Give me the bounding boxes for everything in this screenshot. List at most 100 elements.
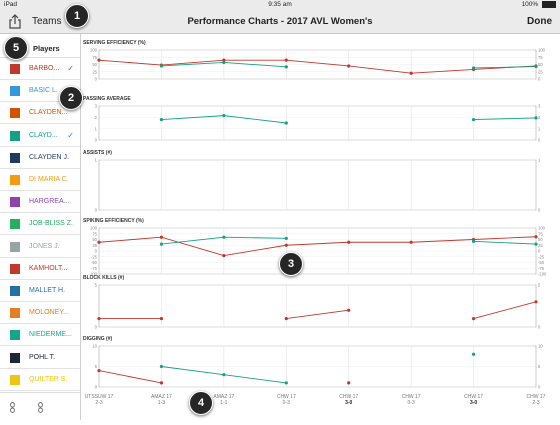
status-bar: iPad 9:35 am 100% <box>0 0 560 10</box>
y-tick-label: 5 <box>538 364 541 369</box>
callout-1: 1 <box>65 4 89 28</box>
callout-5: 5 <box>4 36 28 60</box>
series-line <box>98 236 537 257</box>
series-line <box>473 240 537 245</box>
y-tick-label: 25 <box>538 243 543 248</box>
player-row[interactable]: BARBO... ✓ <box>0 58 80 80</box>
y-tick-label: 0 <box>538 385 541 390</box>
y-tick-label: 100 <box>538 226 546 231</box>
x-axis-score: 3-0 <box>469 400 478 406</box>
x-axis-label: CHW 17 0-3 <box>394 394 428 406</box>
player-row[interactable]: NIEDERME... <box>0 324 80 347</box>
data-point <box>409 240 413 244</box>
player-color-swatch <box>10 86 20 97</box>
player-row[interactable]: CLAYDEN J. <box>0 147 80 169</box>
data-point <box>222 373 226 377</box>
y-tick-label: 25 <box>92 243 97 248</box>
data-point <box>284 58 288 62</box>
x-axis-team: CHW 17 <box>401 394 421 400</box>
y-tick-label: 75 <box>538 55 543 60</box>
player-row[interactable]: MALLET H. <box>0 280 80 302</box>
status-time: 9:35 am <box>268 1 292 8</box>
player-name: JONES J. <box>29 242 60 250</box>
player-name: QUILTER S. <box>29 375 68 383</box>
y-tick-label: 0 <box>538 208 541 213</box>
callout-2: 2 <box>59 86 83 110</box>
x-axis-label: CHW 17 3-0 <box>457 394 491 406</box>
share-icon[interactable] <box>8 14 22 29</box>
data-point <box>284 381 288 385</box>
page-title: Performance Charts - 2017 AVL Women's <box>187 16 373 27</box>
y-tick-label: -50 <box>91 260 98 265</box>
y-tick-label: 3 <box>95 104 98 109</box>
player-color-swatch <box>10 197 20 208</box>
data-point <box>471 66 476 70</box>
player-row[interactable]: QUILTER S. <box>0 369 80 391</box>
y-tick-label: 1 <box>95 158 98 163</box>
y-tick-label: 2 <box>95 115 98 120</box>
y-tick-label: 25 <box>538 69 543 74</box>
y-tick-label: 5 <box>95 364 98 369</box>
y-tick-label: 50 <box>92 62 97 67</box>
data-point <box>159 64 164 68</box>
player-name: KAMHOLT... <box>29 264 68 272</box>
y-tick-label: 75 <box>92 55 97 60</box>
player-row[interactable]: JONES J. <box>0 236 80 258</box>
device-label: iPad <box>4 1 18 8</box>
unlink-icon[interactable] <box>38 402 43 413</box>
y-tick-label: 0 <box>538 249 541 254</box>
data-point <box>159 242 164 246</box>
series-line <box>286 309 349 320</box>
y-tick-label: -75 <box>91 266 98 271</box>
y-tick-label: 50 <box>92 237 97 242</box>
player-name: JOB-BLISS Z. <box>29 220 73 228</box>
y-tick-label: 100 <box>538 48 546 53</box>
player-row[interactable]: DI MARIA C. <box>0 169 80 191</box>
player-row[interactable]: BASIC L. <box>0 80 80 103</box>
player-row[interactable]: POHL T. <box>0 347 80 369</box>
player-row[interactable]: HARGREA... <box>0 191 80 214</box>
y-tick-label: 0 <box>95 325 98 330</box>
teams-button[interactable]: Teams <box>32 16 62 27</box>
player-name: DI MARIA C. <box>29 176 69 183</box>
player-color-swatch <box>10 219 20 230</box>
x-axis-score: 0-3 <box>282 400 290 406</box>
player-row[interactable]: CLAYD... ✓ <box>0 125 80 147</box>
player-name: HARGREA... <box>29 198 70 206</box>
y-tick-label: 1 <box>538 126 541 131</box>
done-button[interactable]: Done <box>527 16 552 27</box>
data-point <box>284 236 288 240</box>
y-tick-label: 50 <box>538 237 543 242</box>
chart-panel-title: SPIKING EFFICIENCY (%) <box>83 218 144 224</box>
data-point <box>284 121 288 125</box>
y-tick-label: 0 <box>95 385 98 390</box>
x-axis-team: UTSSUW 17 <box>84 394 114 400</box>
data-point <box>222 254 226 258</box>
data-point <box>471 118 476 122</box>
link-icon[interactable] <box>10 402 15 413</box>
data-point <box>284 243 288 247</box>
player-color-swatch <box>10 108 20 119</box>
player-row[interactable]: JOB-BLISS Z. <box>0 213 80 236</box>
callout-3: 3 <box>279 252 303 276</box>
player-color-swatch <box>10 130 20 141</box>
player-name: BASIC L. <box>29 87 58 95</box>
series-line <box>98 59 537 74</box>
chart-frame <box>98 105 537 141</box>
data-point <box>471 317 476 321</box>
series-line <box>473 117 537 121</box>
charts-area[interactable]: 0 0 25 25 50 50 75 75 100 100 0 0 1 1 2 2 3 3 0 0 1 1 -100 -100… <box>81 34 560 420</box>
y-tick-label: 5 <box>538 283 541 288</box>
y-tick-label: 2 <box>538 115 541 120</box>
player-row[interactable]: KAMHOLT... <box>0 258 80 280</box>
y-tick-label: 0 <box>95 138 98 143</box>
player-name: POHL T. <box>29 353 56 361</box>
player-color-swatch <box>10 286 20 296</box>
player-row[interactable]: CLAYDEN... <box>0 102 80 125</box>
x-axis-score: 2-3 <box>532 400 540 406</box>
player-row[interactable]: MOLONEY... <box>0 302 80 325</box>
y-tick-label: 5 <box>95 283 98 288</box>
y-tick-label: -25 <box>538 254 545 259</box>
x-axis-team: CHW 17 <box>339 394 359 400</box>
